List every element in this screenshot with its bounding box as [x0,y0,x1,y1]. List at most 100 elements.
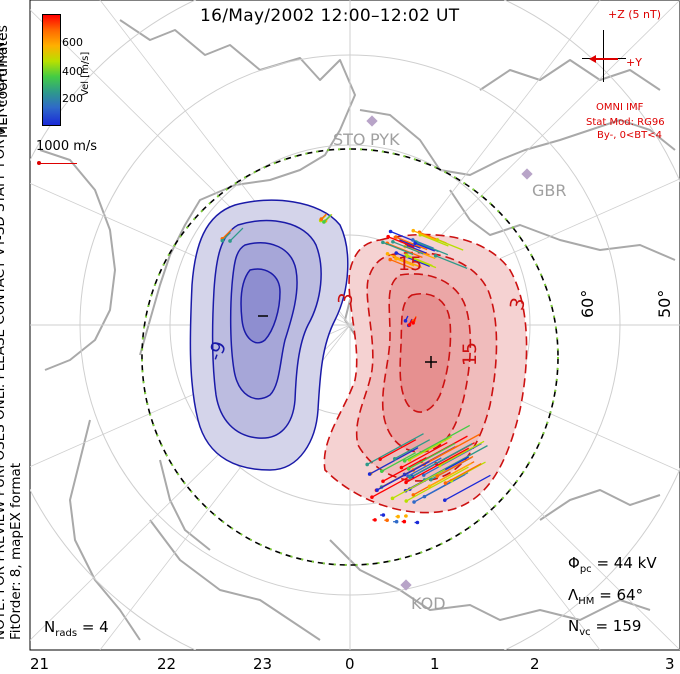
velocity-vector-origin [411,238,415,242]
station-marker-kod [400,579,412,591]
latitude-label-50: 50° [655,289,674,318]
velocity-vector-origin [375,488,379,492]
radar-count: Nrads = 4 [44,618,109,639]
velocity-vector-origin [373,518,377,522]
velocity-vector-origin [411,493,416,497]
nvc-value: = 159 [595,617,642,635]
velocity-vector [229,227,244,242]
velocity-vector [409,436,452,461]
boundary-vectors [141,148,559,566]
velocity-vector [407,457,442,477]
velocity-vectors [220,213,491,525]
velocity-vector-origin [413,241,417,246]
velocity-vector [435,255,468,269]
vector-count: Nvc = 159 [568,617,641,638]
scale-vector-dot [37,161,41,165]
velocity-vector [444,474,491,501]
nrads-symbol: N [44,618,56,636]
velocity-vector-origin [378,457,382,461]
colorbar-tick-600: 600 [62,36,83,49]
imf-arrow-head-icon [589,55,596,63]
latitude-label-60: 60° [578,289,597,318]
velocity-vector [366,433,424,466]
velocity-vector-origin [388,257,393,262]
velocity-vector-origin [385,518,389,523]
lambda-symbol: Λ [568,586,579,604]
velocity-vector-origin [435,474,440,478]
station-marker-sto-pyk [366,115,378,127]
velocity-vector-origin [404,480,408,485]
velocity-vector [379,439,417,460]
velocity-vector [405,466,469,502]
velocity-vector [451,461,486,482]
imf-stat-model: Stat Mod: RG96 [586,117,665,128]
velocity-vector [413,472,469,503]
velocity-vector [387,242,423,259]
velocity-vector-origin [408,475,413,480]
velocity-vector [437,239,464,251]
velocity-vector-origin [381,240,385,245]
imf-condition: By-, 0<BT<4 [597,130,663,141]
velocity-vector [405,447,470,483]
velocity-vector-origin [402,519,407,524]
velocity-vector [371,477,408,498]
velocity-vector [409,443,473,479]
colorbar-label: Vel [m/s] [80,51,91,96]
coastlines [39,19,676,641]
mlt-label-2: 2 [530,655,540,673]
velocity-vector [382,241,414,256]
velocity-vector [389,258,417,271]
cross-polar-potential: Φpc = 44 kV [568,554,657,575]
velocity-vector-origin [396,514,400,519]
velocity-vector [394,439,431,460]
velocity-vector [395,252,430,267]
velocity-vector [400,239,421,249]
velocity-vector [439,440,485,467]
velocity-vector-origin [405,254,410,258]
colorbar-tick-200: 200 [62,92,83,105]
velocity-vector-origin [404,514,408,518]
velocity-vector [395,236,428,251]
negative-potential-cell [189,199,349,471]
station-label-kod: KOD [411,594,446,613]
velocity-colorbar [42,14,61,126]
velocity-vector [413,230,438,241]
station-label-pyk: PYK [370,130,400,149]
velocity-vector [387,236,415,248]
mlt-label-0: 0 [345,655,355,673]
contour-label-15-mid: 15 [459,341,482,367]
velocity-vector-origin [443,481,448,485]
hm-boundary-latitude: ΛHM = 64° [568,586,643,607]
contour-label-15-top: 15 [398,253,423,275]
velocity-vector [420,234,449,247]
velocity-vector-origin [365,462,369,467]
mlt-label-21: 21 [30,655,50,673]
velocity-vector-origin [386,234,390,239]
velocity-vector-origin [403,319,408,323]
velocity-vector [404,424,471,462]
map-title: 16/May/2002 12:00–12:02 UT [200,6,460,26]
lambda-value: = 64° [599,586,644,604]
velocity-vector-origin [388,229,393,234]
nrads-value: = 4 [81,618,109,636]
velocity-vector [429,462,472,487]
velocity-vector-origin [394,519,399,524]
velocity-vector [369,447,419,475]
velocity-vector-origin [379,469,384,473]
velocity-vector [407,255,437,269]
velocity-vector [382,457,427,482]
velocity-vector-origin [394,251,399,255]
velocity-vector [445,462,482,484]
velocity-vector-origin [404,499,409,503]
station-label-gbr: GBR [532,181,567,200]
velocity-vector-origin [411,228,416,233]
phi-symbol: Φ [568,554,580,572]
velocity-vector-origin [433,254,438,258]
imf-source: OMNI IMF [596,102,644,113]
imf-arrow-icon [593,58,618,60]
velocity-vector [423,443,482,476]
velocity-vector [408,442,456,470]
positive-potential-cell [323,233,528,514]
velocity-vector [392,468,446,499]
nrads-subscript: rads [55,628,78,639]
